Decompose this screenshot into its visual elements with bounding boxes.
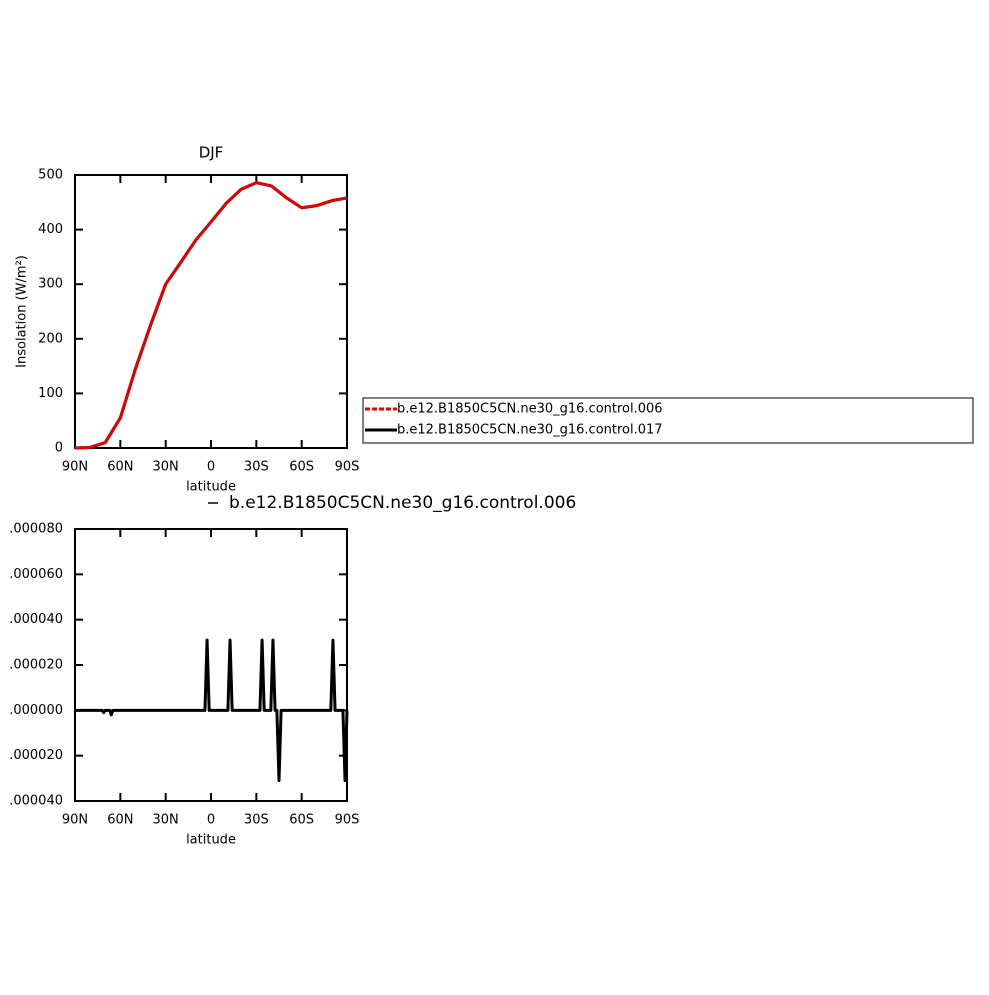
y-tick-label: 200: [38, 331, 63, 346]
y-tick-label: .000080: [9, 522, 63, 537]
y-tick-label: .000040: [9, 612, 63, 627]
y-tick-label: 100: [38, 386, 63, 401]
x-tick-label: 30N: [153, 813, 179, 828]
legend-label: b.e12.B1850C5CN.ne30_g16.control.006: [229, 493, 576, 513]
series-line: [74, 181, 348, 450]
y-tick-label: .000000: [9, 703, 63, 718]
x-tick-label: 30N: [153, 460, 179, 475]
y-tick-label: 300: [38, 277, 63, 292]
y-tick-label: .000060: [9, 567, 63, 582]
plot-frame: [74, 528, 348, 802]
y-tick-label: .000020: [9, 658, 63, 673]
legend-label: b.e12.B1850C5CN.ne30_g16.control.006: [397, 402, 663, 417]
chart-title: DJF: [199, 144, 224, 162]
y-tick-label: .000020: [9, 748, 63, 763]
x-tick-label: 90N: [62, 460, 88, 475]
x-tick-label: 0: [207, 460, 215, 475]
legend-label: b.e12.B1850C5CN.ne30_g16.control.017: [397, 423, 663, 438]
x-axis-label: latitude: [186, 480, 236, 495]
x-axis-label: latitude: [186, 833, 236, 848]
x-tick-label: 90S: [335, 460, 360, 475]
series-line: [75, 638, 349, 783]
y-tick-label: .000040: [9, 794, 63, 809]
x-tick-label: 30S: [244, 813, 269, 828]
x-tick-label: 60S: [289, 813, 314, 828]
x-tick-label: 30S: [244, 460, 269, 475]
y-tick-label: 400: [38, 222, 63, 237]
x-tick-label: 60N: [107, 460, 133, 475]
x-tick-label: 90N: [62, 813, 88, 828]
x-tick-label: 60N: [107, 813, 133, 828]
x-tick-label: 60S: [289, 460, 314, 475]
y-tick-label: 500: [38, 168, 63, 183]
legend-box: [362, 397, 974, 444]
y-axis-label: Insolation (W/m²): [15, 255, 30, 368]
x-tick-label: 90S: [335, 813, 360, 828]
plot-frame: [74, 174, 348, 449]
y-tick-label: 0: [55, 441, 63, 456]
x-tick-label: 0: [207, 813, 215, 828]
